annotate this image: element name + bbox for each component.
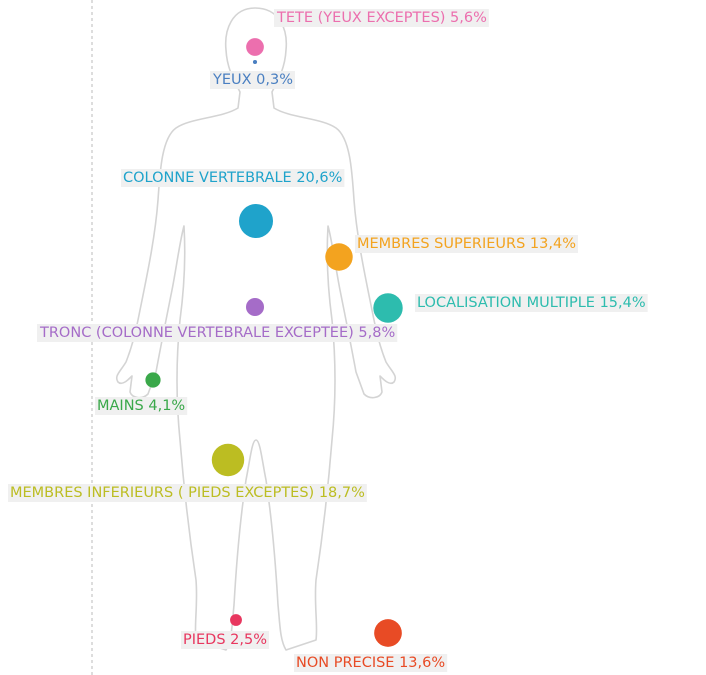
- category-label: YEUX: [212, 72, 252, 88]
- data-label: MEMBRES SUPERIEURS 13,4%: [357, 236, 576, 252]
- bubble: [246, 38, 264, 56]
- category-label: TETE (YEUX EXCEPTES): [276, 10, 445, 26]
- data-label: TETE (YEUX EXCEPTES) 5,6%: [276, 10, 487, 26]
- value-label: 20,6%: [296, 170, 342, 186]
- data-point: MAINS 4,1%: [95, 372, 187, 415]
- bubble: [253, 60, 257, 64]
- category-label: MAINS: [97, 398, 144, 414]
- category-label: TRONC (COLONNE VERTEBRALE EXCEPTEE): [39, 325, 354, 341]
- bubble: [145, 372, 160, 387]
- bubble: [239, 204, 273, 238]
- data-label: COLONNE VERTEBRALE 20,6%: [123, 170, 342, 186]
- bubble: [212, 444, 244, 476]
- value-label: 5,8%: [358, 325, 395, 341]
- bubble: [230, 614, 242, 626]
- category-label: LOCALISATION MULTIPLE: [417, 295, 595, 311]
- category-label: PIEDS: [183, 632, 226, 648]
- value-label: 13,4%: [530, 236, 576, 252]
- category-label: MEMBRES SUPERIEURS: [357, 236, 525, 252]
- data-label: YEUX 0,3%: [212, 72, 293, 88]
- chart: TETE (YEUX EXCEPTES) 5,6% YEUX 0,3% COLONN…: [0, 0, 706, 675]
- value-label: 18,7%: [319, 485, 365, 501]
- data-point: YEUX 0,3%: [210, 60, 295, 89]
- value-label: 5,6%: [450, 10, 487, 26]
- data-label: MAINS 4,1%: [97, 398, 185, 414]
- value-label: 0,3%: [256, 72, 293, 88]
- value-label: 2,5%: [230, 632, 267, 648]
- data-point: LOCALISATION MULTIPLE 15,4%: [373, 293, 647, 322]
- data-point: PIEDS 2,5%: [181, 614, 269, 649]
- value-label: 13,6%: [399, 655, 445, 671]
- bubble: [325, 243, 352, 270]
- category-label: COLONNE VERTEBRALE: [123, 170, 292, 186]
- bubble: [374, 619, 402, 647]
- data-point: MEMBRES INFERIEURS ( PIEDS EXCEPTES) 18,…: [8, 444, 367, 502]
- value-label: 4,1%: [148, 398, 185, 414]
- data-label: TRONC (COLONNE VERTEBRALE EXCEPTEE) 5,8%: [39, 325, 395, 341]
- data-point: TETE (YEUX EXCEPTES) 5,6%: [246, 9, 489, 56]
- data-label: MEMBRES INFERIEURS ( PIEDS EXCEPTES) 18,…: [10, 485, 365, 501]
- data-label: NON PRECISE 13,6%: [296, 655, 445, 671]
- category-label: MEMBRES INFERIEURS ( PIEDS EXCEPTES): [10, 485, 314, 501]
- data-label: PIEDS 2,5%: [183, 632, 267, 648]
- bubble: [373, 293, 402, 322]
- data-label: LOCALISATION MULTIPLE 15,4%: [417, 295, 646, 311]
- category-label: NON PRECISE: [296, 655, 394, 671]
- value-label: 15,4%: [600, 295, 646, 311]
- bubble: [246, 298, 264, 316]
